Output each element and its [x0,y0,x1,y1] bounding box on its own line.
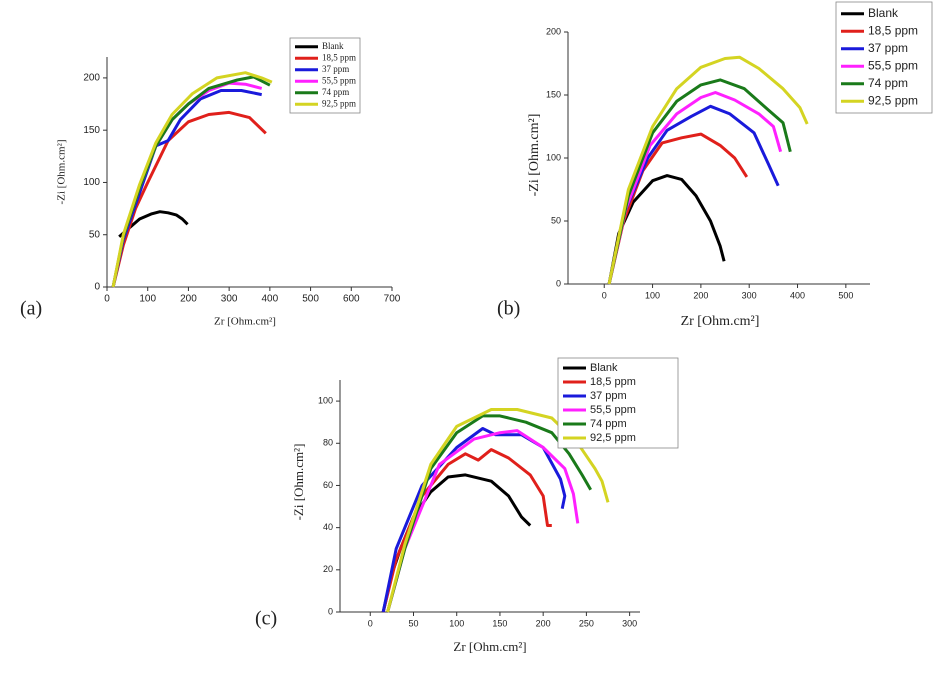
legend-label: Blank [868,6,899,20]
x-tick-label: 700 [384,294,401,305]
y-tick-label: 150 [83,125,100,136]
x-tick-label: 200 [536,618,551,628]
legend-label: 92,5 ppm [868,93,918,107]
y-axis-label: -Zi [Ohm.cm²] [56,139,68,204]
legend-box [835,1,933,114]
y-tick-label: 60 [323,480,333,490]
y-tick-label: 200 [546,26,561,36]
series-line [607,91,783,285]
y-tick-label: 0 [556,278,561,288]
chart: 0 50 100 150 200 250 300 0 20 40 60 80 100 Zr [Ohm.cm… [255,357,679,654]
panel-label: (a) [20,298,42,320]
series-line [386,408,610,613]
legend-label: 74 ppm [322,87,349,97]
x-tick-label: 150 [492,618,507,628]
x-tick-label: 0 [602,290,607,300]
x-tick-label: 250 [579,618,594,628]
legend-label: 18,5 ppm [868,23,918,37]
x-tick-label: 0 [104,294,110,305]
y-tick-label: 200 [83,73,100,84]
x-tick-label: 300 [221,294,238,305]
legend-label: 92,5 ppm [322,98,356,108]
x-tick-label: 400 [262,294,279,305]
x-tick-label: 100 [645,290,660,300]
y-tick-label: 0 [94,282,100,293]
chart: 0 100 200 300 400 500 0 50 100 150 200 Zr [Ohm.cm²]… [497,1,933,329]
x-tick-label: 500 [302,294,319,305]
series-line [607,55,809,285]
x-tick-label: 200 [180,294,197,305]
y-tick-label: 0 [328,606,333,616]
y-tick-label: 20 [323,564,333,574]
x-tick-label: 50 [408,618,418,628]
y-axis-label: -Zi [Ohm.cm²] [291,444,306,521]
y-axis-label: -Zi [Ohm.cm²] [527,114,542,197]
legend-label: Blank [590,362,618,374]
legend-label: 37 ppm [322,64,349,74]
y-tick-label: 40 [323,522,333,532]
x-tick-label: 300 [742,290,757,300]
legend-box [557,357,679,449]
panel-label: (b) [497,298,520,320]
y-tick-label: 100 [318,395,333,405]
x-tick-label: 500 [838,290,853,300]
legend-label: 74 ppm [590,418,627,430]
legend-label: 37 ppm [590,390,627,402]
series-line [607,174,726,285]
y-tick-label: 50 [89,229,101,240]
series-line [386,429,580,613]
chart: 0 100 200 300 400 500 600 700 0 50 100 150 200 Zr [Oh… [20,37,401,328]
y-tick-label: 50 [551,215,561,225]
x-tick-label: 100 [139,294,156,305]
legend-box [289,37,361,114]
series-line [381,427,567,613]
series-line [607,132,749,285]
series-line [111,89,262,288]
x-tick-label: 300 [622,618,637,628]
series-line [607,78,792,285]
x-tick-label: 600 [343,294,360,305]
x-axis-label: Zr [Ohm.cm²] [453,639,526,654]
series-line [118,210,189,238]
x-tick-label: 400 [790,290,805,300]
panel-label: (c) [255,608,277,630]
legend-label: 18,5 ppm [590,376,636,388]
x-axis-label: Zr [Ohm.cm²] [681,314,760,329]
legend-label: Blank [322,41,344,51]
legend-label: 55,5 ppm [868,58,918,72]
series-line [111,71,273,288]
x-tick-label: 0 [368,618,373,628]
x-axis-label: Zr [Ohm.cm²] [214,316,276,328]
legend-label: 55,5 ppm [322,75,356,85]
legend-label: 55,5 ppm [590,404,636,416]
y-tick-label: 150 [546,89,561,99]
legend-label: 74 ppm [868,76,908,90]
x-tick-label: 100 [449,618,464,628]
x-tick-label: 200 [693,290,708,300]
y-tick-label: 100 [546,152,561,162]
legend-label: 37 ppm [868,41,908,55]
y-tick-label: 80 [323,438,333,448]
y-tick-label: 100 [83,177,100,188]
legend-label: 18,5 ppm [322,52,356,62]
legend-label: 92,5 ppm [590,432,636,444]
